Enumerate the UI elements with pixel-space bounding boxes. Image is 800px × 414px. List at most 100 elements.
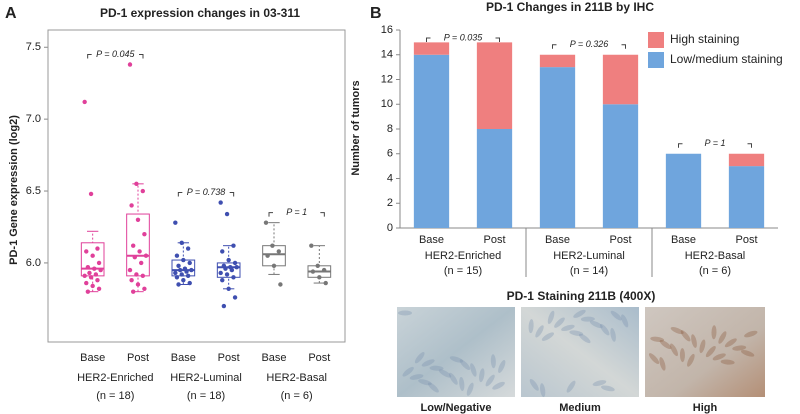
bar-segment: [413, 54, 450, 228]
micrograph: [645, 307, 765, 397]
data-point: [96, 260, 102, 266]
data-point: [82, 273, 87, 279]
tissue-cell: [459, 377, 465, 391]
data-point: [135, 282, 141, 287]
data-point: [226, 286, 231, 292]
tissue-cell: [421, 359, 435, 367]
p-value: P = 1: [286, 207, 307, 217]
data-point: [231, 275, 236, 280]
data-point: [92, 266, 97, 271]
chart-title: PD-1 expression changes in 03-311: [100, 6, 300, 20]
box: [126, 213, 150, 277]
significance-bracket: [426, 37, 500, 42]
data-point: [220, 277, 225, 283]
tissue-cell: [732, 345, 747, 351]
data-point: [323, 280, 328, 286]
legend-swatch: [648, 32, 664, 48]
bar-segment: [539, 54, 576, 68]
x-tick-label: Post: [127, 352, 149, 364]
data-point: [129, 203, 134, 208]
tissue-cell: [680, 330, 691, 342]
data-point: [176, 282, 181, 287]
x-tick-label: Base: [545, 234, 570, 246]
group-label: HER2-Luminal: [553, 250, 625, 262]
data-point: [84, 249, 89, 254]
data-point: [179, 240, 184, 245]
data-point: [184, 269, 189, 274]
tissue-cell: [485, 374, 495, 387]
p-value: P = 0.035: [444, 32, 483, 42]
tissue-cell: [569, 330, 584, 336]
tissue-cell: [414, 352, 425, 364]
chart-title: PD-1 Changes in 211B by IHC: [486, 0, 654, 14]
tissue-cell: [409, 374, 424, 380]
data-point: [140, 188, 145, 194]
tissue-cell: [528, 319, 534, 334]
data-point: [85, 265, 91, 270]
x-tick-label: Base: [171, 352, 196, 364]
p-value: P = 0.045: [96, 49, 135, 59]
data-point: [93, 272, 99, 277]
data-point: [276, 249, 281, 254]
tissue-cell: [566, 380, 576, 393]
data-point: [265, 253, 270, 258]
legend-swatch: [648, 52, 664, 68]
data-point: [139, 260, 144, 266]
data-point: [185, 246, 191, 251]
image-label: High: [693, 402, 718, 414]
data-point: [88, 275, 94, 280]
data-point: [226, 257, 231, 263]
micrograph: [521, 307, 639, 397]
panel-label: B: [370, 5, 382, 22]
data-point: [224, 272, 230, 277]
tissue-cell: [718, 331, 727, 344]
y-axis-label: Number of tumors: [350, 80, 362, 175]
data-point: [185, 273, 191, 279]
y-tick-label: 2: [387, 197, 393, 209]
tissue-cell: [621, 314, 629, 328]
x-tick-label: Post: [483, 234, 505, 246]
x-tick-label: Base: [419, 234, 444, 246]
p-value: P = 1: [705, 138, 726, 148]
y-tick-label: 12: [381, 73, 393, 85]
bar-segment: [602, 54, 639, 105]
data-point: [310, 269, 316, 274]
tissue-cell: [438, 369, 452, 378]
tissue-cell: [470, 363, 477, 377]
data-point: [187, 260, 192, 266]
p-value: P = 0.738: [187, 187, 225, 197]
tissue-cell: [580, 316, 595, 322]
data-point: [278, 282, 283, 287]
bar-segment: [413, 42, 450, 55]
tissue-cell: [720, 359, 735, 365]
y-tick-label: 4: [387, 172, 393, 184]
data-point: [137, 249, 142, 254]
data-point: [82, 99, 87, 105]
y-tick-label: 10: [381, 98, 393, 110]
data-point: [315, 263, 320, 268]
image-label: Medium: [559, 402, 601, 414]
micrograph: [397, 307, 515, 397]
tissue-cell: [744, 330, 758, 338]
tissue-cell: [578, 333, 591, 344]
group-label: HER2-Enriched: [77, 372, 153, 384]
tissue-cell: [449, 372, 458, 385]
group-label: HER2-Basal: [685, 250, 746, 262]
x-tick-label: Post: [735, 234, 757, 246]
tissue-cell: [449, 356, 464, 363]
tissue-cell: [547, 310, 555, 325]
tissue-cell: [554, 317, 565, 328]
tissue-cell: [418, 379, 432, 386]
data-point: [187, 280, 192, 286]
tissue-cell: [670, 326, 684, 335]
data-point: [142, 286, 147, 292]
bar-segment: [728, 153, 765, 167]
data-point: [229, 267, 235, 273]
bar-segment: [476, 129, 513, 228]
image-panel-title: PD-1 Staining 211B (400X): [507, 289, 656, 303]
data-point: [174, 253, 180, 258]
tissue-cell: [659, 357, 666, 371]
group-label: HER2-Basal: [266, 372, 327, 384]
group-note: (n = 18): [96, 390, 134, 402]
